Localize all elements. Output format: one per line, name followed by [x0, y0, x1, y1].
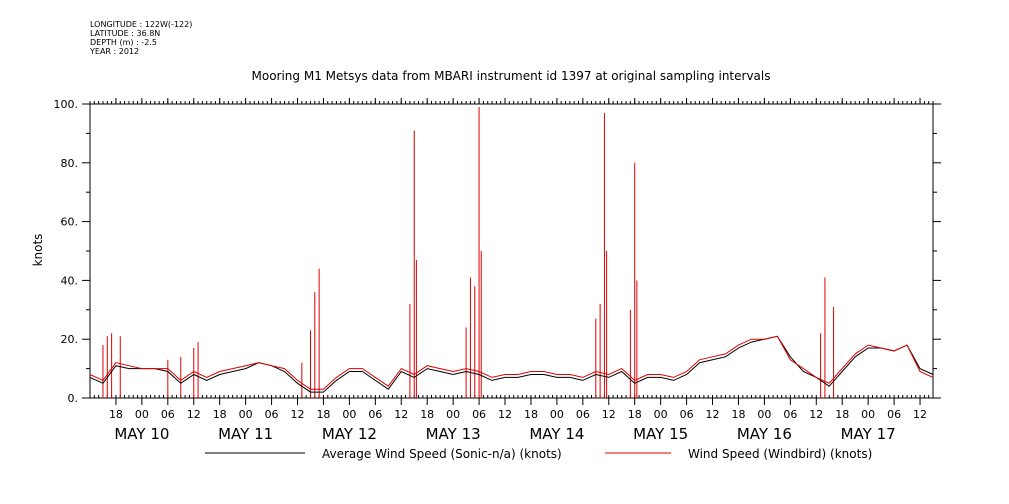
x-tick-label: 06 [368, 408, 382, 421]
plot-frame [89, 103, 934, 399]
metadata-block: LONGITUDE : 122W(-122) LATITUDE : 36.8N … [90, 20, 192, 56]
year-text: YEAR : 2012 [90, 47, 140, 56]
x-tick-label: 06 [680, 408, 694, 421]
x-tick-label: 12 [187, 408, 201, 421]
x-tick-label: 12 [291, 408, 305, 421]
x-tick-label: 18 [628, 408, 642, 421]
y-tick-label: 40. [61, 274, 79, 287]
x-tick-label: 12 [498, 408, 512, 421]
series-lines [89, 335, 934, 393]
x-day-label: MAY 15 [633, 425, 688, 443]
x-tick-label: 18 [420, 408, 434, 421]
x-day-label: MAY 10 [114, 425, 169, 443]
y-axis-label: knots [31, 234, 45, 267]
average-wind-speed-line [89, 335, 934, 393]
x-tick-label: 00 [446, 408, 460, 421]
longitude-text: LONGITUDE : 122W(-122) [90, 20, 193, 29]
x-tick-label: 00 [135, 408, 149, 421]
chart-title: Mooring M1 Metsys data from MBARI instru… [252, 69, 771, 83]
x-tick-label: 06 [161, 408, 175, 421]
x-tick-label: 00 [757, 408, 771, 421]
x-day-label: MAY 14 [529, 425, 584, 443]
legend-label: Average Wind Speed (Sonic-n/a) (knots) [322, 447, 562, 461]
x-tick-label: 12 [706, 408, 720, 421]
x-tick-label: 18 [524, 408, 538, 421]
x-day-label: MAY 17 [841, 425, 896, 443]
x-day-label: MAY 11 [218, 425, 273, 443]
axis-ticks: 0. 20. 40. 60. 80. 100. 18 00 06 12 18 00 06 12 18 00 06… [54, 98, 941, 443]
latitude-text: LATITUDE : 36.8N [90, 29, 161, 38]
y-tick-label: 80. [61, 157, 79, 170]
x-tick-label: 00 [861, 408, 875, 421]
x-tick-label: 06 [887, 408, 901, 421]
x-tick-label: 18 [213, 408, 227, 421]
y-tick-label: 100. [54, 98, 79, 111]
x-tick-label: 00 [342, 408, 356, 421]
x-tick-label: 18 [835, 408, 849, 421]
x-tick-label: 06 [472, 408, 486, 421]
x-tick-label: 00 [654, 408, 668, 421]
legend: Average Wind Speed (Sonic-n/a) (knots) Wi… [205, 447, 872, 461]
x-tick-label: 12 [809, 408, 823, 421]
x-tick-label: 06 [783, 408, 797, 421]
x-day-label: MAY 16 [737, 425, 792, 443]
x-tick-label: 00 [550, 408, 564, 421]
x-day-label: MAY 13 [426, 425, 481, 443]
x-tick-label: 06 [265, 408, 279, 421]
y-tick-label: 0. [68, 392, 79, 405]
depth-text: DEPTH (m) : -2.5 [90, 38, 157, 47]
x-tick-label: 18 [316, 408, 330, 421]
windbird-wind-speed-line [89, 335, 934, 390]
x-tick-label: 12 [394, 408, 408, 421]
legend-label: Wind Speed (Windbird) (knots) [688, 447, 872, 461]
x-day-label: MAY 12 [322, 425, 377, 443]
x-tick-label: 00 [239, 408, 253, 421]
x-tick-label: 18 [731, 408, 745, 421]
x-tick-label: 18 [109, 408, 123, 421]
y-tick-label: 60. [61, 216, 79, 229]
x-tick-label: 12 [602, 408, 616, 421]
y-tick-label: 20. [61, 333, 79, 346]
x-tick-label: 06 [576, 408, 590, 421]
x-tick-label: 12 [913, 408, 927, 421]
